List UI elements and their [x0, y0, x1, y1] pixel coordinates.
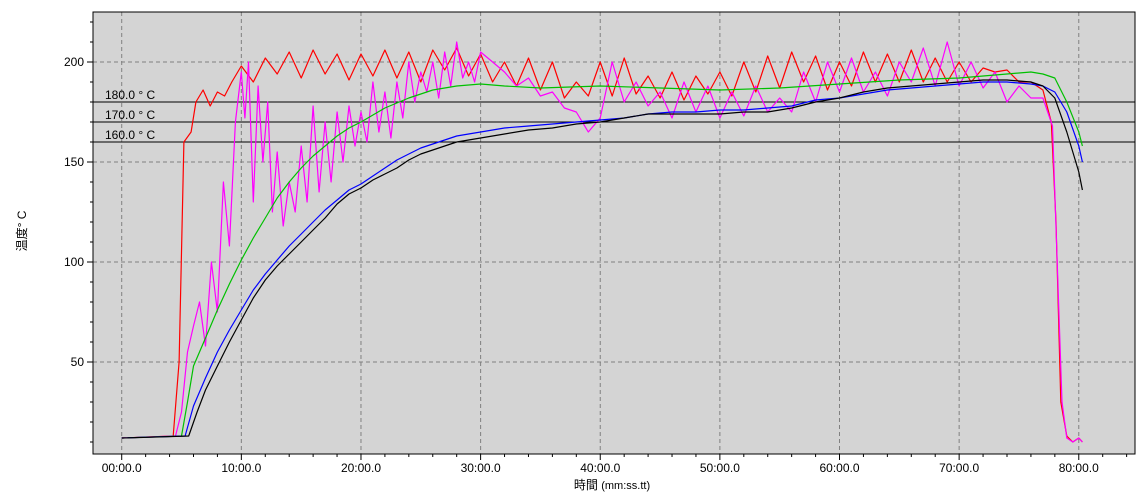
x-tick-label-3: 30:00.0 [461, 461, 501, 475]
y-axis-title: 温度° C [14, 210, 29, 251]
y-axis-ticks: 50 100 150 200 [64, 21, 93, 443]
series-layer [121, 41, 1083, 443]
series-line-4 [121, 79, 1083, 439]
series-line-1 [121, 41, 1083, 443]
x-tick-label-7: 70:00.0 [939, 461, 979, 475]
x-axis-unit: (mm:ss.tt) [601, 480, 650, 492]
plot-border [92, 11, 1136, 455]
series-line-0 [121, 47, 1083, 443]
x-tick-label-4: 40:00.0 [580, 461, 620, 475]
reference-label-2: 160.0 ° C [105, 128, 155, 142]
reference-label-1: 170.0 ° C [105, 108, 155, 122]
x-axis-ticks: 00:00.0 10:00.0 20:00.0 30:00.0 40:00.0 50:00… [102, 454, 1128, 475]
x-tick-label-5: 50:00.0 [700, 461, 740, 475]
plot-area [93, 12, 1135, 454]
x-tick-label-0: 00:00.0 [102, 461, 142, 475]
y-tick-label-0: 50 [71, 355, 85, 369]
grid-lines [93, 12, 1135, 454]
series-line-2 [121, 71, 1083, 439]
series-line-3 [121, 81, 1083, 439]
x-tick-label-1: 10:00.0 [221, 461, 261, 475]
x-axis-title: 時間 (mm:ss.tt) [574, 478, 650, 492]
plot-frame [92, 11, 1136, 455]
y-tick-label-1: 100 [64, 255, 84, 269]
reference-lines: 180.0 ° C 170.0 ° C 160.0 ° C [93, 88, 1135, 143]
x-tick-label-8: 80:00.0 [1059, 461, 1099, 475]
reference-label-0: 180.0 ° C [105, 88, 155, 102]
x-axis-label: 時間 [574, 478, 598, 492]
x-tick-label-2: 20:00.0 [341, 461, 381, 475]
y-tick-label-3: 200 [64, 55, 84, 69]
plot-background [93, 12, 1135, 454]
y-tick-label-2: 150 [64, 155, 84, 169]
x-tick-label-6: 60:00.0 [819, 461, 859, 475]
